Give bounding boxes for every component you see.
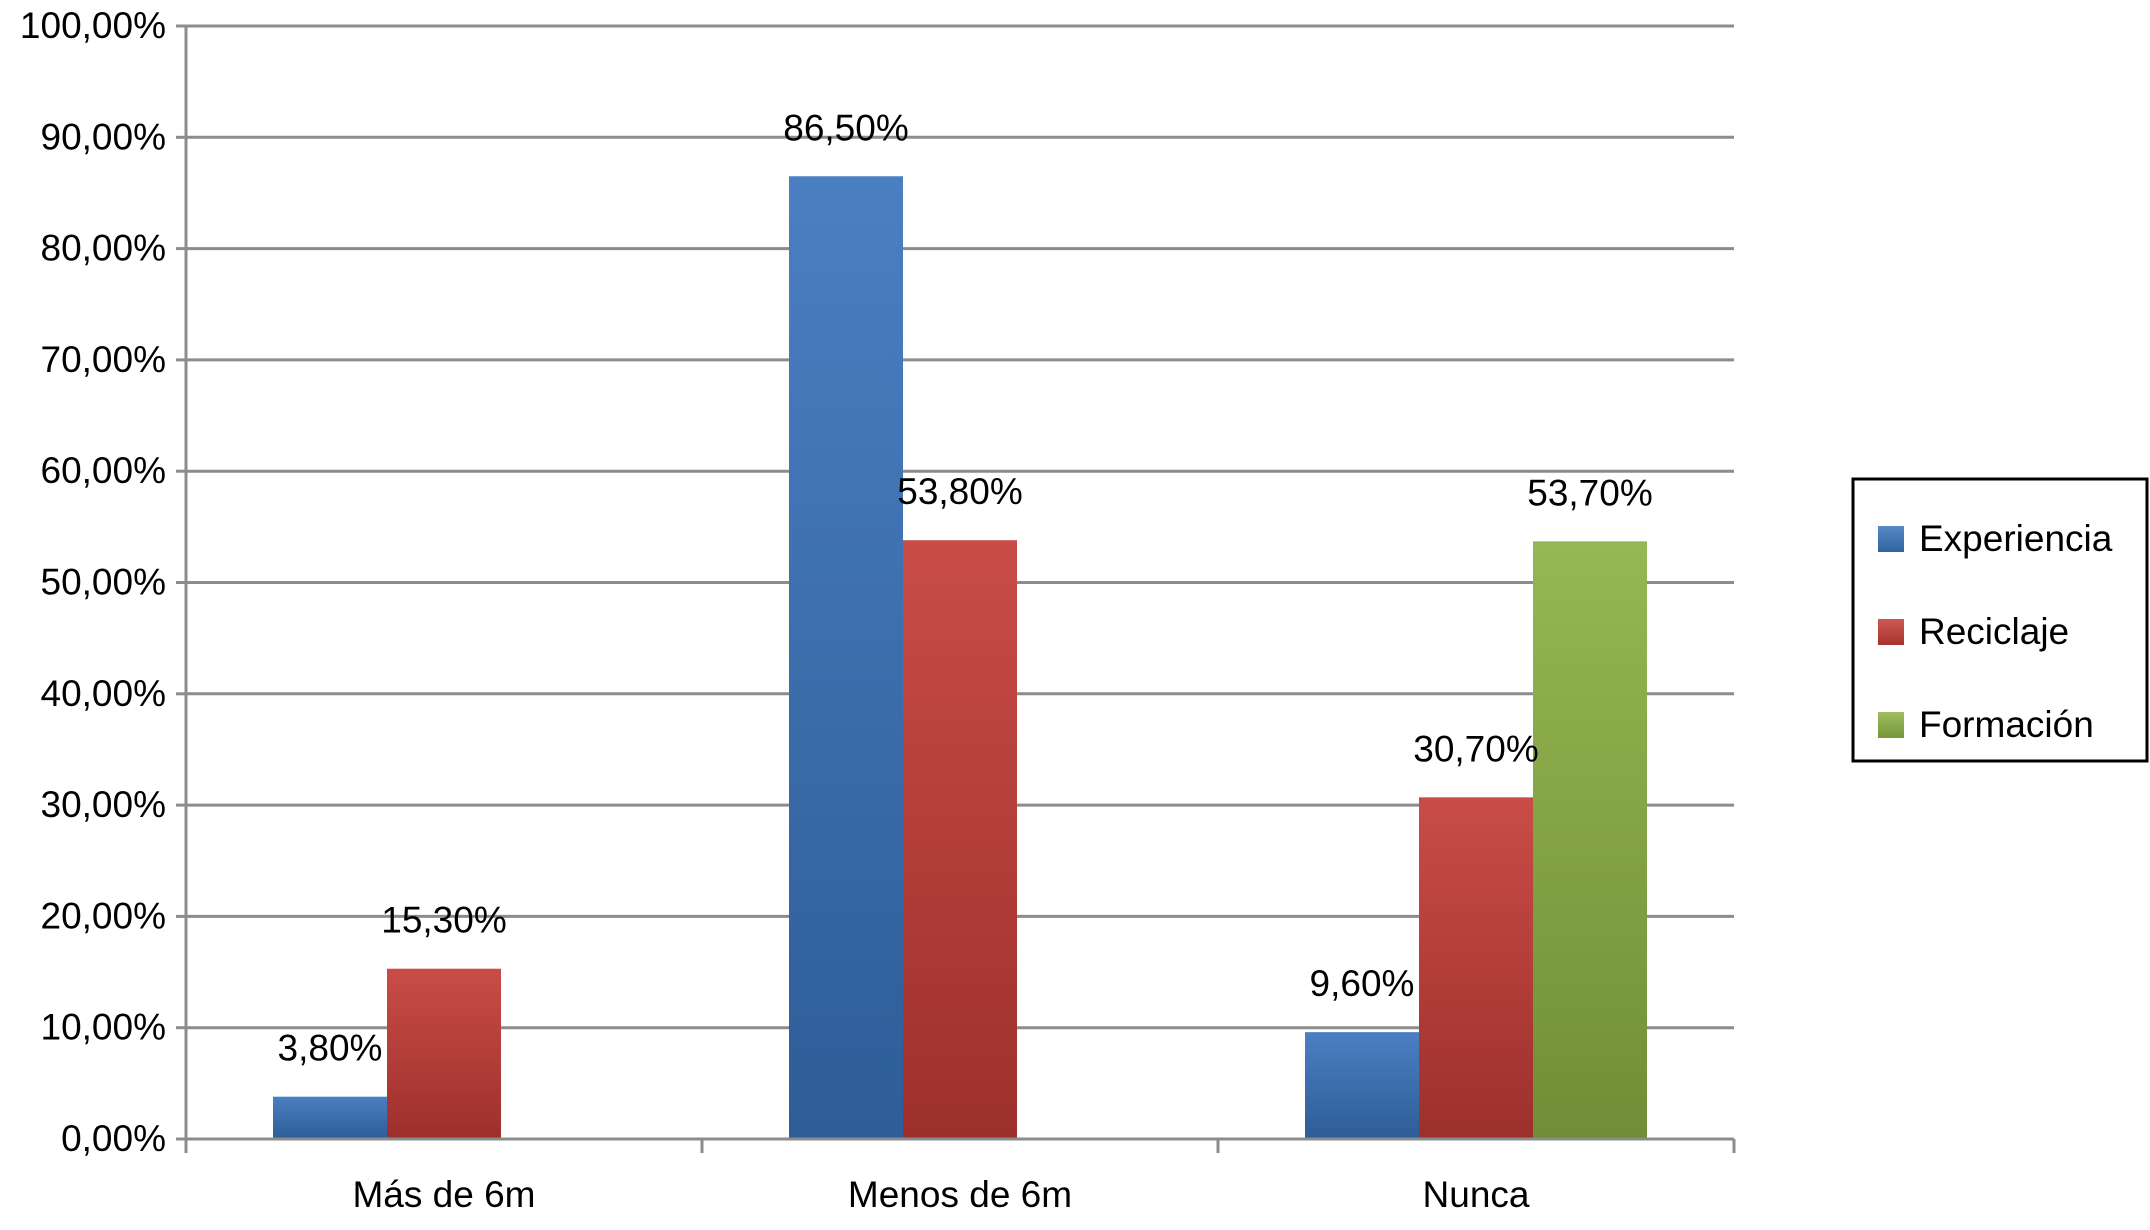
x-tick-label: Menos de 6m	[848, 1174, 1072, 1215]
bar-reciclaje-menos-de-6m	[903, 540, 1017, 1139]
legend-label-formacion: Formación	[1919, 704, 2094, 745]
data-label-reciclaje-nunca: 30,70%	[1413, 728, 1539, 769]
y-tick-label: 40,00%	[41, 673, 167, 714]
y-tick-label: 0,00%	[61, 1118, 166, 1159]
legend-swatch-formacion	[1878, 712, 1904, 738]
bar-reciclaje-nunca	[1419, 797, 1533, 1139]
data-label-experiencia-nunca: 9,60%	[1310, 963, 1415, 1004]
legend-swatch-reciclaje	[1878, 619, 1904, 645]
bar-experiencia-menos-de-6m	[789, 176, 903, 1139]
legend: Experiencia Reciclaje Formación	[1851, 477, 2149, 763]
axes: 0,00% 10,00% 20,00% 30,00% 40,00% 50,00% 60,00…	[20, 5, 1736, 1215]
data-label-reciclaje-menos-de-6m: 53,80%	[897, 471, 1023, 512]
data-labels: 3,80% 15,30% 86,50% 53,80% 9,60% 30,70% 53,70%	[278, 107, 1653, 1068]
y-tick-label: 100,00%	[20, 5, 166, 46]
y-tick-label: 80,00%	[41, 228, 167, 269]
data-label-formacion-nunca: 53,70%	[1527, 472, 1653, 513]
y-tick-label: 60,00%	[41, 450, 167, 491]
bar-experiencia-mas-de-6m	[273, 1096, 387, 1139]
x-tick-label: Más de 6m	[352, 1174, 535, 1215]
y-tick-label: 90,00%	[41, 116, 167, 157]
bars	[273, 176, 1647, 1139]
bar-reciclaje-mas-de-6m	[387, 968, 501, 1139]
bar-formacion-nunca	[1533, 541, 1647, 1139]
data-label-reciclaje-mas-de-6m: 15,30%	[381, 900, 507, 941]
y-tick-label: 50,00%	[41, 562, 167, 603]
y-tick-label: 30,00%	[41, 784, 167, 825]
legend-swatch-experiencia	[1878, 526, 1904, 552]
x-tick-label: Nunca	[1423, 1174, 1530, 1215]
data-label-experiencia-mas-de-6m: 3,80%	[278, 1028, 383, 1069]
y-tick-label: 10,00%	[41, 1007, 167, 1048]
legend-label-reciclaje: Reciclaje	[1919, 611, 2069, 652]
data-label-experiencia-menos-de-6m: 86,50%	[783, 107, 909, 148]
y-tick-label: 20,00%	[41, 895, 167, 936]
y-tick-label: 70,00%	[41, 339, 167, 380]
bar-experiencia-nunca	[1305, 1032, 1419, 1139]
legend-label-experiencia: Experiencia	[1919, 518, 2113, 559]
